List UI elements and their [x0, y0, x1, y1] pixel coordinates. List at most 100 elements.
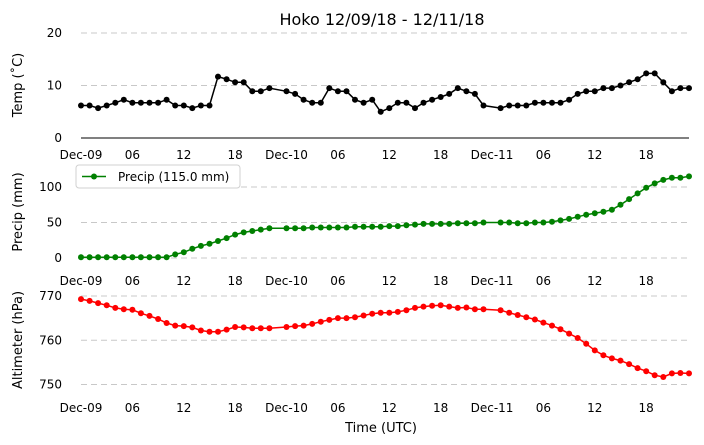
precip-data-point	[412, 221, 418, 228]
altimeter-data-point	[343, 315, 350, 322]
altimeter-data-point	[180, 323, 187, 330]
precip-data-point	[249, 228, 256, 234]
altimeter-data-point	[634, 365, 641, 372]
altimeter-x-tick-label: 12	[587, 401, 602, 415]
altimeter-data-point	[412, 304, 418, 311]
temp-data-point	[86, 102, 93, 109]
altimeter-data-point	[429, 302, 436, 309]
temp-data-point	[497, 105, 504, 112]
precip-data-point	[146, 254, 153, 261]
precip-data-point	[668, 174, 675, 181]
altimeter-data-point	[420, 303, 427, 310]
altimeter-data-point	[617, 357, 624, 364]
precip-data-point	[437, 220, 444, 227]
temp-x-tick-label: Dec-10	[265, 148, 308, 162]
altimeter-x-tick-label: 06	[125, 401, 140, 415]
altimeter-data-point	[549, 322, 555, 329]
temp-x-tick-label: 06	[125, 148, 140, 162]
precip-y-tick-label: 50	[47, 216, 62, 230]
precip-data-point	[189, 245, 196, 252]
legend-box	[75, 164, 241, 189]
temp-data-point	[172, 102, 179, 109]
altimeter-data-point	[215, 328, 221, 335]
precip-data-point	[172, 251, 179, 258]
precip-data-point	[78, 254, 84, 261]
altimeter-data-point	[317, 318, 324, 325]
precip-x-tick-label: 18	[639, 274, 654, 288]
altimeter-data-point	[377, 309, 384, 316]
temp-y-axis-label: Temp (˚C)	[10, 53, 26, 119]
precip-data-point	[446, 220, 453, 227]
altimeter-data-point	[608, 355, 615, 362]
altimeter-y-tick-label: 760	[39, 333, 62, 347]
temp-data-point	[643, 70, 650, 77]
precip-data-point	[420, 220, 427, 227]
altimeter-data-point	[206, 328, 213, 335]
altimeter-series-line	[80, 298, 690, 378]
temp-data-point	[360, 99, 367, 106]
temp-data-point	[463, 88, 470, 95]
altimeter-data-point	[386, 309, 393, 316]
altimeter-data-point	[352, 314, 358, 321]
temp-data-point	[112, 99, 119, 106]
precip-data-point	[257, 226, 264, 233]
legend-label: Precip (115.0 mm)	[118, 170, 229, 184]
temp-data-point	[549, 99, 555, 106]
precip-data-point	[283, 225, 290, 232]
precip-data-point	[471, 220, 478, 227]
temp-data-point	[283, 88, 290, 95]
temp-data-point	[300, 96, 307, 103]
precip-data-point	[540, 219, 547, 226]
precip-data-point	[180, 249, 187, 256]
precip-data-point	[223, 235, 230, 242]
precip-data-point	[454, 220, 461, 227]
precip-x-tick-label: Dec-10	[265, 274, 308, 288]
altimeter-data-point	[78, 296, 84, 303]
altimeter-data-point	[480, 306, 487, 313]
precip-data-point	[343, 224, 350, 231]
precip-data-point	[197, 242, 204, 249]
temp-data-point	[446, 90, 453, 97]
altimeter-data-point	[283, 324, 290, 330]
altimeter-data-point	[326, 316, 333, 323]
temp-data-point	[257, 88, 264, 95]
altimeter-data-point	[626, 361, 633, 368]
altimeter-data-point	[223, 326, 230, 333]
temp-data-point	[608, 85, 615, 92]
altimeter-data-point	[394, 308, 401, 315]
temp-data-point	[523, 102, 530, 109]
precip-data-point	[583, 211, 590, 218]
temp-data-point	[514, 102, 521, 109]
altimeter-data-point	[557, 326, 564, 333]
temp-data-point	[531, 99, 538, 106]
temp-data-point	[651, 70, 658, 77]
altimeter-data-point	[369, 310, 376, 317]
precip-data-point	[129, 254, 136, 261]
altimeter-data-point	[155, 316, 162, 322]
precip-data-point	[394, 223, 401, 230]
altimeter-data-point	[172, 322, 179, 329]
altimeter-y-tick-label: 770	[39, 289, 62, 303]
temp-data-point	[429, 96, 436, 103]
precip-x-tick-label: 06	[125, 274, 140, 288]
precip-data-point	[608, 206, 615, 213]
temp-data-point	[403, 99, 410, 106]
altimeter-data-point	[437, 302, 444, 309]
precip-x-tick-label: 12	[176, 274, 191, 288]
precip-data-point	[463, 220, 470, 227]
temp-data-point	[394, 99, 401, 106]
temp-x-tick-label: 18	[433, 148, 448, 162]
altimeter-data-point	[523, 314, 530, 321]
precip-data-point	[163, 254, 170, 261]
altimeter-data-point	[249, 325, 256, 332]
altimeter-data-point	[334, 315, 341, 322]
altimeter-data-point	[497, 307, 504, 314]
temp-data-point	[223, 76, 230, 83]
temp-data-point	[78, 102, 84, 109]
altimeter-data-point	[591, 347, 598, 354]
precip-data-point	[334, 224, 341, 231]
temp-data-point	[412, 105, 418, 112]
temperature-panel: 0 10 20 Dec-09 06 12 18 Dec-10 06 12 18 Dec-11 06 12 1…	[10, 26, 692, 162]
temp-data-point	[334, 88, 341, 95]
precip-data-point	[112, 254, 119, 261]
